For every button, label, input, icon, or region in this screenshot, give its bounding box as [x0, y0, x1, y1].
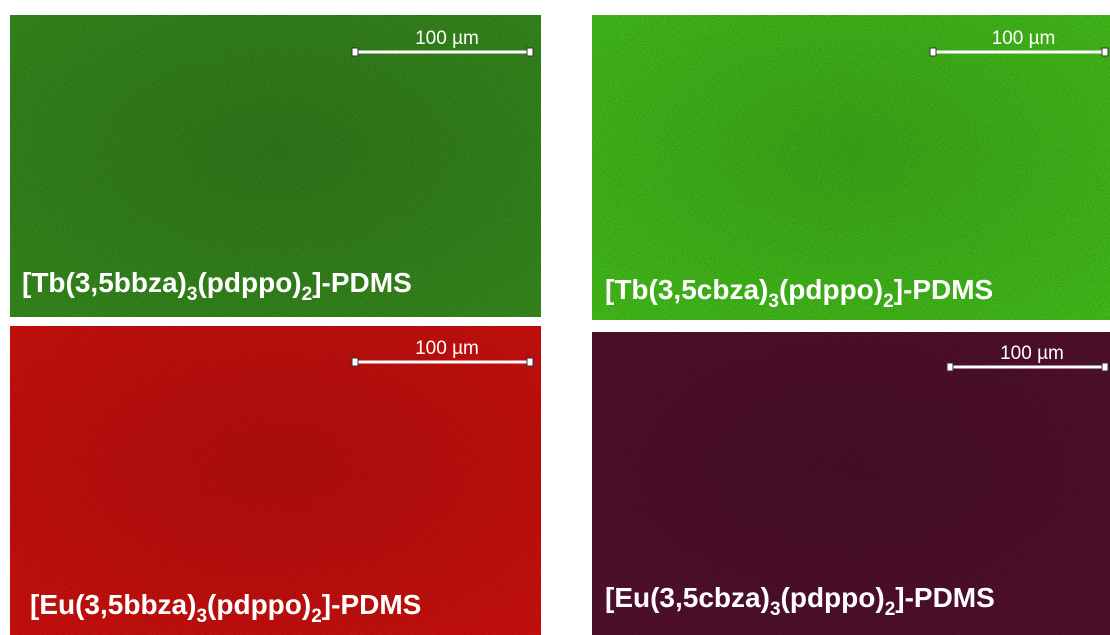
scale-label: 100 µm	[1000, 343, 1064, 364]
caption-text: (pdppo)	[779, 274, 883, 305]
caption-subscript: 3	[770, 599, 781, 620]
scale-label: 100 µm	[415, 338, 479, 359]
scale-label: 100 µm	[992, 28, 1056, 49]
caption-text: [Tb(3,5bbza)	[22, 267, 187, 298]
caption-text: (pdppo)	[781, 582, 885, 613]
caption-text: [Eu(3,5cbza)	[605, 582, 770, 613]
scale-bar-end	[1102, 363, 1108, 371]
caption-text: ]-PDMS	[894, 274, 994, 305]
micrograph-panel: 100 µm [Tb(3,5cbza)3(pdppo)2]-PDMS	[592, 15, 1110, 320]
figure: 100 µm[Tb(3,5bbza)3(pdppo)2]-PDMS100 µm[…	[0, 0, 1110, 635]
caption-subscript: 3	[187, 284, 198, 305]
scale-bar-end	[352, 358, 358, 366]
caption-text: ]-PDMS	[312, 267, 412, 298]
caption-text: (pdppo)	[207, 589, 311, 620]
micrograph-panel: 100 µm [Tb(3,5bbza)3(pdppo)2]-PDMS	[10, 15, 541, 317]
caption-subscript: 3	[768, 291, 779, 312]
caption-subscript: 2	[302, 284, 313, 305]
caption-subscript: 2	[885, 599, 896, 620]
caption-subscript: 2	[883, 291, 894, 312]
scale-label: 100 µm	[415, 28, 479, 49]
scale-bar-end	[947, 363, 953, 371]
caption-subscript: 2	[311, 606, 322, 627]
micrograph-panel: 100 µm [Eu(3,5cbza)3(pdppo)2]-PDMS	[592, 332, 1110, 635]
caption-text: [Eu(3,5bbza)	[30, 589, 196, 620]
caption-text: ]-PDMS	[895, 582, 995, 613]
caption-subscript: 3	[196, 606, 207, 627]
caption-text: ]-PDMS	[322, 589, 422, 620]
caption-text: [Tb(3,5cbza)	[605, 274, 768, 305]
caption-text: (pdppo)	[197, 267, 301, 298]
scale-bar-end	[352, 48, 358, 56]
scale-bar-end	[527, 48, 533, 56]
scale-bar-end	[1102, 48, 1108, 56]
scale-bar-end	[930, 48, 936, 56]
micrograph-panel: 100 µm [Eu(3,5bbza)3(pdppo)2]-PDMS	[10, 326, 541, 635]
scale-bar-end	[527, 358, 533, 366]
